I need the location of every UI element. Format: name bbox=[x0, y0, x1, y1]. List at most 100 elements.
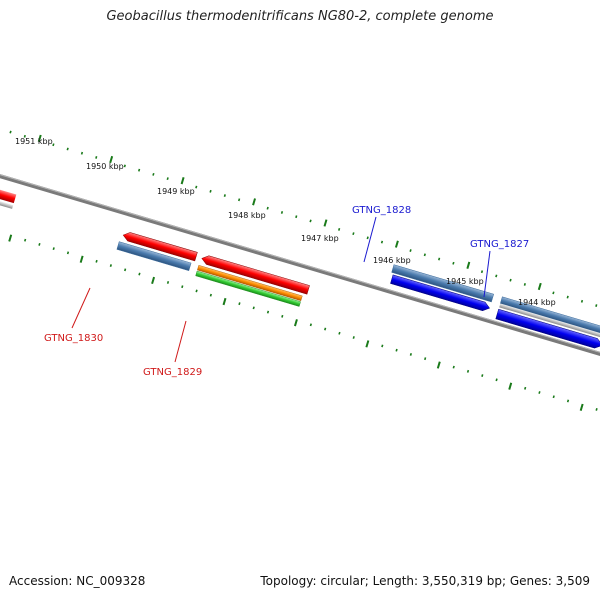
minor-tick bbox=[381, 344, 384, 348]
gene-label-gtng-1829[interactable]: GTNG_1829 bbox=[143, 367, 202, 378]
minor-tick bbox=[195, 289, 198, 293]
gene-block-forward-1827[interactable] bbox=[495, 296, 600, 350]
gene-label-1829-group[interactable]: GTNG_1829 bbox=[143, 320, 202, 378]
minor-tick bbox=[209, 293, 212, 297]
minor-tick bbox=[495, 274, 498, 278]
minor-tick bbox=[395, 348, 398, 352]
minor-tick bbox=[309, 323, 312, 327]
major-tick bbox=[252, 198, 256, 206]
minor-tick bbox=[523, 282, 526, 286]
genome-stats-label: Topology: circular; Length: 3,550,319 bp… bbox=[260, 574, 590, 588]
major-tick bbox=[293, 319, 298, 327]
gene-label-gtng-1830[interactable]: GTNG_1830 bbox=[44, 333, 103, 344]
kbp-label: 1950 kbp bbox=[86, 162, 124, 171]
minor-tick bbox=[52, 247, 55, 251]
map-title: Geobacillus thermodenitrificans NG80-2, … bbox=[106, 9, 494, 24]
minor-tick bbox=[480, 270, 484, 274]
major-tick bbox=[466, 261, 471, 269]
kbp-label: 1947 kbp bbox=[301, 234, 339, 243]
major-tick bbox=[222, 297, 227, 306]
gene-label-1828-group[interactable]: GTNG_1828 bbox=[352, 205, 411, 263]
inner-tick-track bbox=[8, 234, 598, 411]
minor-tick bbox=[166, 281, 170, 284]
minor-tick bbox=[366, 236, 369, 240]
minor-tick bbox=[181, 285, 184, 289]
minor-tick bbox=[423, 253, 426, 257]
major-tick bbox=[79, 255, 84, 263]
minor-tick bbox=[509, 278, 512, 282]
minor-tick bbox=[552, 395, 555, 399]
gene-label-1827-group[interactable]: GTNG_1827 bbox=[470, 239, 529, 298]
major-tick bbox=[151, 276, 156, 285]
minor-tick bbox=[123, 164, 126, 168]
minor-tick bbox=[137, 168, 141, 172]
kbp-label: 1944 kbp bbox=[518, 298, 556, 307]
minor-tick bbox=[66, 251, 70, 255]
minor-tick bbox=[495, 378, 498, 382]
minor-tick bbox=[9, 130, 12, 134]
genome-backbone bbox=[0, 155, 600, 398]
minor-tick bbox=[538, 391, 541, 394]
outer-tick-track bbox=[9, 130, 598, 307]
minor-tick bbox=[295, 215, 298, 219]
minor-tick bbox=[309, 219, 312, 223]
minor-tick bbox=[324, 327, 327, 331]
major-tick bbox=[180, 177, 185, 185]
minor-tick bbox=[380, 240, 384, 244]
minor-tick bbox=[352, 336, 355, 339]
kbp-label: 1951 kbp bbox=[15, 137, 53, 146]
minor-tick bbox=[580, 299, 584, 303]
minor-tick bbox=[24, 238, 27, 242]
minor-tick bbox=[266, 206, 269, 210]
major-tick bbox=[436, 361, 441, 369]
minor-tick bbox=[152, 172, 155, 176]
major-tick bbox=[579, 403, 584, 411]
minor-tick bbox=[109, 264, 112, 267]
minor-tick bbox=[124, 268, 127, 272]
minor-tick bbox=[95, 156, 98, 159]
kbp-label: 1945 kbp bbox=[446, 277, 484, 286]
minor-tick bbox=[409, 352, 412, 356]
minor-tick bbox=[280, 211, 284, 214]
minor-tick bbox=[209, 189, 212, 193]
minor-tick bbox=[95, 259, 98, 263]
gene-block-reverse-1830[interactable] bbox=[116, 230, 198, 271]
minor-tick bbox=[38, 242, 41, 246]
minor-tick bbox=[66, 147, 69, 151]
major-tick bbox=[394, 240, 399, 248]
minor-tick bbox=[481, 374, 484, 378]
kbp-label: 1948 kbp bbox=[228, 211, 266, 220]
major-tick bbox=[323, 219, 328, 227]
major-tick bbox=[109, 155, 114, 164]
minor-tick bbox=[195, 185, 198, 189]
kbp-label: 1949 kbp bbox=[157, 187, 195, 196]
gene-label-1830-group[interactable]: GTNG_1830 bbox=[44, 287, 103, 344]
minor-tick bbox=[223, 194, 226, 197]
minor-tick bbox=[466, 369, 470, 373]
minor-tick bbox=[552, 291, 555, 295]
gene-block-reverse-1829[interactable] bbox=[195, 254, 310, 308]
minor-tick bbox=[237, 198, 241, 202]
kbp-label-group: 1951 kbp 1950 kbp 1949 kbp 1948 kbp 1947… bbox=[15, 137, 556, 307]
accession-label: Accession: NC_009328 bbox=[9, 574, 146, 588]
minor-tick bbox=[252, 306, 255, 310]
minor-tick bbox=[409, 249, 412, 252]
minor-tick bbox=[238, 302, 241, 306]
minor-tick bbox=[424, 357, 427, 361]
minor-tick bbox=[438, 257, 441, 261]
minor-tick bbox=[338, 331, 341, 335]
gene-label-gtng-1827[interactable]: GTNG_1827 bbox=[470, 239, 529, 250]
minor-tick bbox=[52, 143, 55, 147]
gene-block-reverse-left-edge[interactable] bbox=[0, 186, 17, 209]
gene-label-gtng-1828[interactable]: GTNG_1828 bbox=[352, 205, 411, 216]
minor-tick bbox=[166, 177, 169, 181]
minor-tick bbox=[352, 232, 355, 236]
minor-tick bbox=[23, 134, 26, 138]
major-tick bbox=[537, 282, 542, 291]
minor-tick bbox=[566, 399, 570, 403]
minor-tick bbox=[266, 310, 270, 314]
gene-block-forward-1828[interactable] bbox=[389, 264, 494, 313]
minor-tick bbox=[452, 365, 455, 369]
kbp-label: 1946 kbp bbox=[373, 256, 411, 265]
